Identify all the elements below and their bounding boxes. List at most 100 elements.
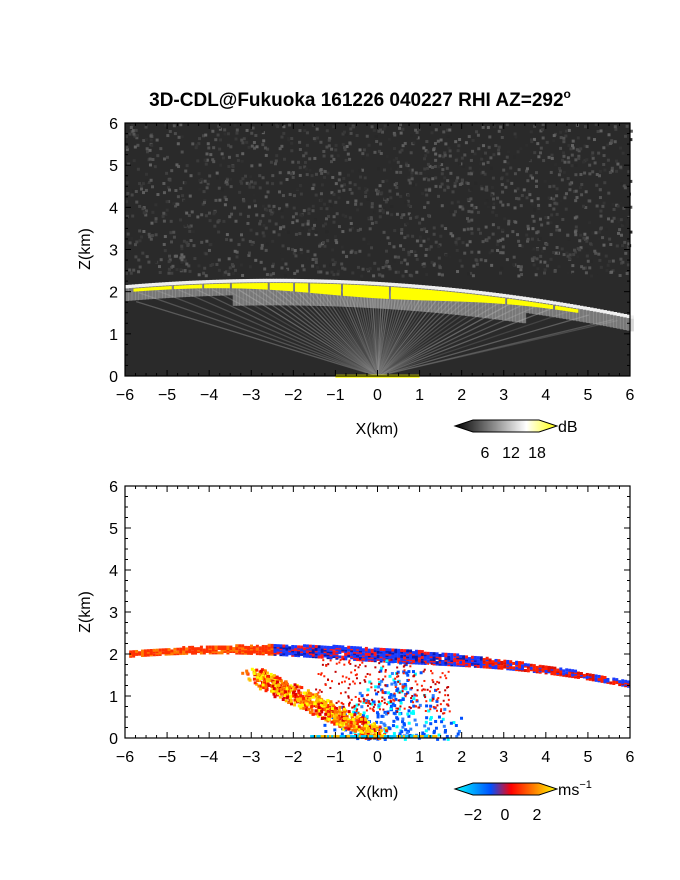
- strong-echo-cell: [532, 302, 536, 307]
- noise-cell: [239, 263, 243, 267]
- velocity-cell: [407, 714, 411, 718]
- fallstreak-cell: [335, 719, 339, 723]
- noise-cell: [187, 264, 191, 268]
- noise-cell: [166, 186, 170, 190]
- strong-echo-cell: [300, 283, 304, 293]
- velocity-cell: [359, 700, 362, 703]
- noise-cell: [280, 135, 284, 139]
- strong-echo-cell: [239, 283, 243, 289]
- noise-cell: [250, 243, 254, 247]
- velocity-cell: [317, 691, 320, 694]
- noise-cell: [426, 237, 430, 241]
- noise-cell: [530, 138, 534, 142]
- noise-cell: [571, 264, 575, 268]
- noise-cell: [555, 212, 559, 216]
- velocity-cell: [397, 699, 400, 702]
- velocity-cell: [509, 660, 513, 664]
- layer-cell: [454, 289, 459, 315]
- fallstreak-cell: [283, 694, 287, 698]
- velocity-cell: [261, 644, 265, 648]
- velocity-cell: [379, 720, 383, 724]
- fallstreak-cell: [313, 702, 317, 706]
- noise-cell: [125, 181, 129, 185]
- noise-cell: [456, 270, 460, 274]
- layer-cell: [330, 279, 335, 284]
- velocity-cell: [397, 680, 400, 683]
- strong-echo-cell: [363, 285, 367, 298]
- strong-echo-cell: [188, 285, 192, 289]
- layer-cell: [165, 282, 170, 286]
- layer-cell: [518, 296, 523, 300]
- noise-cell: [271, 239, 275, 243]
- velocity-cell: [367, 700, 370, 703]
- noise-cell: [205, 239, 209, 243]
- velocity-cell: [396, 666, 399, 669]
- velocity-cell: [473, 655, 477, 659]
- noise-cell: [337, 178, 341, 182]
- colorbar-scale: [453, 419, 559, 433]
- noise-cell: [325, 230, 329, 234]
- strong-echo-cell: [418, 289, 422, 301]
- noise-cell: [501, 190, 505, 194]
- layer-cell: [616, 313, 621, 329]
- surface-cell: [396, 735, 400, 739]
- velocity-cell: [424, 720, 428, 724]
- layer-cell: [172, 282, 176, 298]
- noise-cell: [327, 232, 331, 236]
- fallstreak-cell: [325, 716, 329, 720]
- velocity-cell: [379, 669, 383, 673]
- layer-cell: [471, 290, 476, 294]
- noise-cell: [416, 172, 420, 176]
- noise-cell: [535, 231, 539, 235]
- noise-cell: [320, 198, 324, 202]
- velocity-cell: [214, 645, 218, 649]
- noise-cell: [370, 202, 374, 206]
- noise-cell: [343, 148, 347, 152]
- noise-cell: [610, 219, 614, 223]
- noise-cell: [223, 203, 227, 207]
- noise-cell: [486, 125, 490, 129]
- velocity-cell: [323, 675, 326, 678]
- layer-cell: [178, 282, 183, 298]
- strong-echo-cell: [153, 287, 157, 291]
- layer-cell: [451, 287, 456, 292]
- strong-echo-cell: [411, 288, 415, 301]
- colorbar-tick: −2: [464, 807, 482, 824]
- noise-cell: [362, 157, 366, 161]
- noise-cell: [431, 177, 435, 181]
- velocity-cell: [523, 669, 527, 673]
- noise-cell: [469, 172, 473, 176]
- noise-cell: [372, 128, 376, 132]
- noise-cell: [616, 204, 620, 208]
- y-tick-label: 6: [109, 479, 118, 496]
- noise-cell: [286, 267, 290, 271]
- velocity-cell: [409, 727, 413, 731]
- noise-cell: [422, 262, 426, 266]
- fallstreak-cell: [288, 685, 292, 689]
- noise-cell: [399, 244, 403, 248]
- noise-cell: [253, 181, 257, 185]
- noise-cell: [180, 135, 184, 139]
- velocity-cell: [603, 675, 607, 679]
- noise-cell: [566, 156, 570, 160]
- velocity-cell: [491, 660, 495, 664]
- noise-cell: [578, 186, 582, 190]
- noise-cell: [400, 231, 404, 235]
- velocity-cell: [396, 670, 400, 674]
- noise-cell: [414, 128, 418, 132]
- layer-cell: [249, 278, 254, 283]
- noise-cell: [405, 163, 409, 167]
- noise-cell: [570, 153, 574, 157]
- noise-cell: [491, 232, 495, 236]
- noise-cell: [593, 249, 597, 253]
- noise-cell: [603, 168, 607, 172]
- noise-cell: [488, 251, 492, 255]
- surface-cell: [392, 735, 396, 739]
- noise-cell: [422, 264, 426, 268]
- noise-cell: [227, 165, 231, 169]
- fallstreak-cell: [289, 694, 293, 698]
- velocity-cell: [334, 670, 337, 673]
- noise-cell: [375, 140, 379, 144]
- noise-cell: [506, 234, 510, 238]
- noise-cell: [597, 237, 601, 241]
